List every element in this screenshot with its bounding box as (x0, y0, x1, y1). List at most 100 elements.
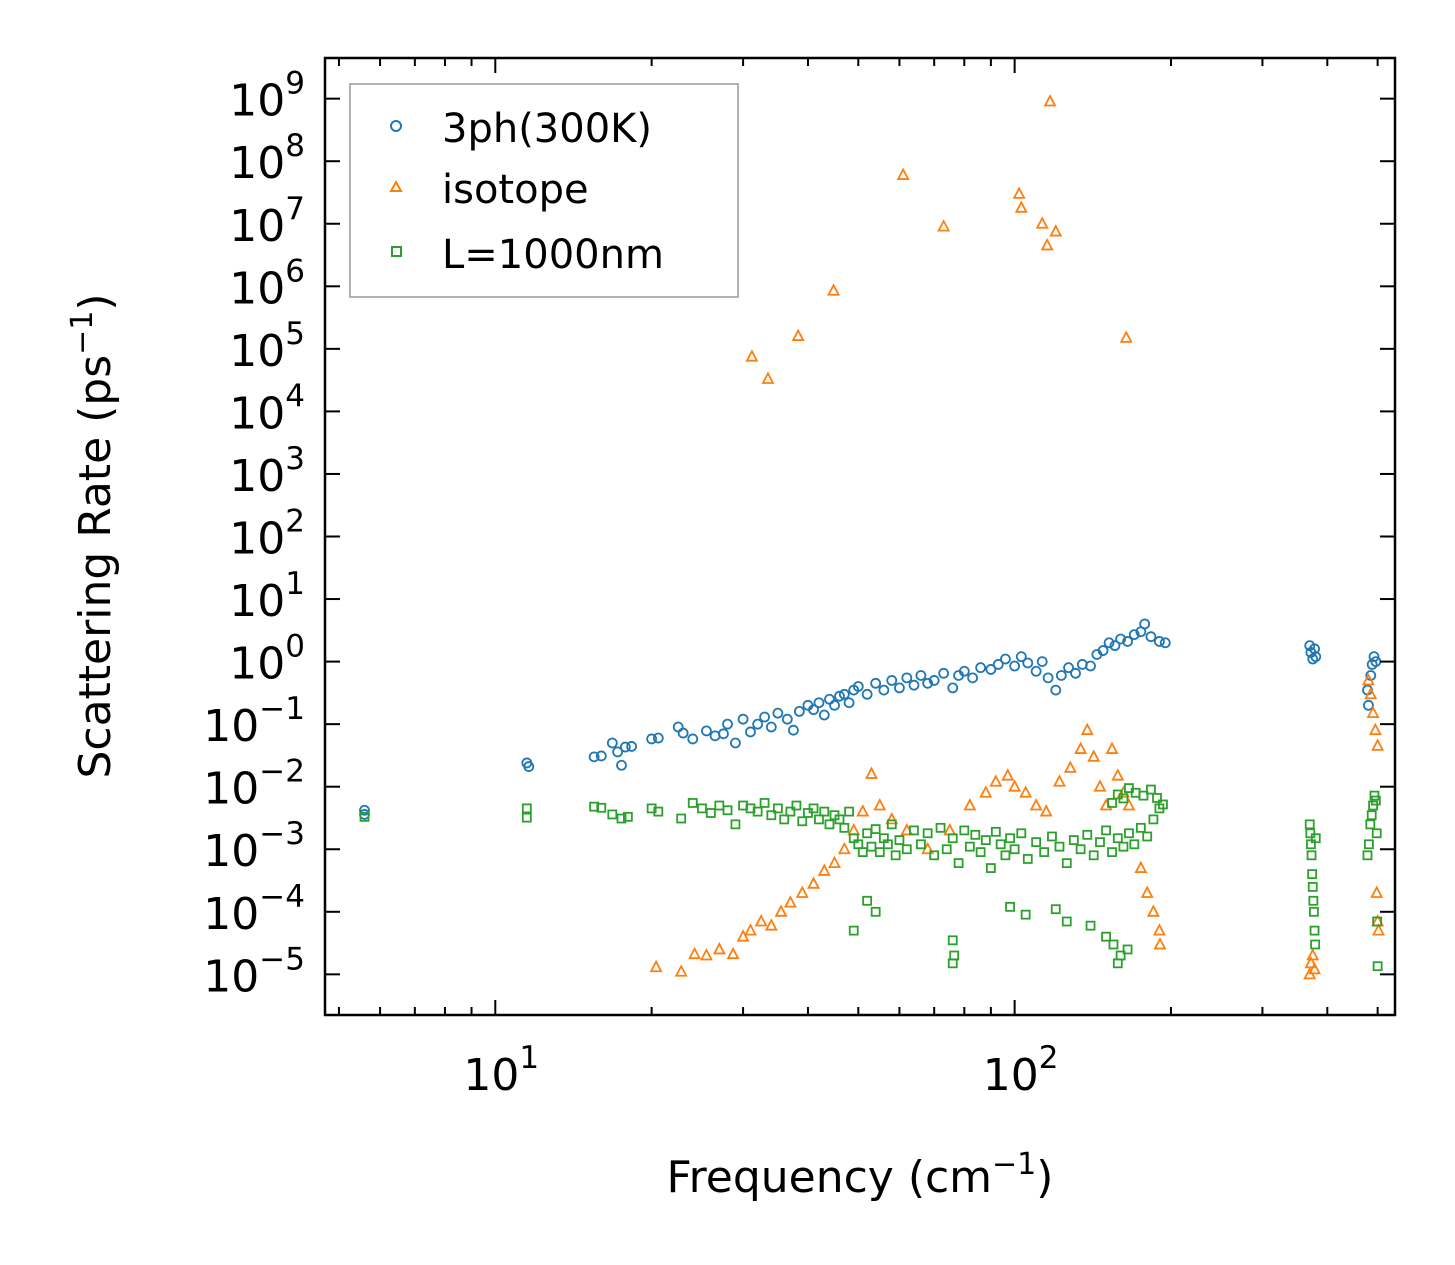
y-tick-label: 102 (229, 504, 305, 565)
data-point (626, 741, 637, 752)
data-point (1050, 684, 1062, 696)
data-point (916, 839, 926, 850)
data-point (1014, 200, 1028, 213)
y-tick-label: 104 (229, 378, 305, 439)
data-point (1082, 829, 1093, 840)
series-2 (359, 783, 1383, 972)
data-point (730, 737, 741, 749)
data-point (947, 935, 958, 946)
data-point (818, 709, 830, 721)
data-point (1146, 784, 1156, 795)
data-point (674, 964, 688, 977)
data-point (1134, 860, 1148, 873)
data-point (1022, 854, 1033, 864)
data-point (726, 946, 740, 960)
data-point (619, 741, 631, 753)
data-point (1005, 833, 1015, 844)
data-point (1309, 925, 1320, 936)
data-point (1153, 937, 1167, 950)
data-point (885, 811, 899, 825)
data-point (1128, 629, 1140, 641)
data-point (649, 959, 663, 973)
y-tick-label: 109 (229, 66, 305, 127)
data-point (1050, 904, 1061, 915)
data-point (722, 805, 733, 816)
data-point (1371, 828, 1382, 839)
data-point (788, 724, 799, 736)
data-point (606, 737, 618, 749)
y-tick-label: 10−5 (203, 941, 305, 1002)
data-point (677, 727, 689, 739)
data-point (834, 690, 845, 702)
data-point (521, 803, 532, 814)
data-point (1039, 804, 1053, 817)
y-tick-label: 106 (229, 253, 305, 314)
data-point (745, 349, 759, 362)
data-point (1366, 810, 1377, 821)
data-point (779, 814, 790, 825)
legend-label-isotope: isotope (442, 167, 589, 213)
data-point (1080, 722, 1094, 736)
data-point (772, 707, 784, 719)
data-point (1107, 847, 1117, 858)
data-point (1368, 722, 1382, 736)
data-point (596, 802, 607, 813)
data-point (795, 885, 809, 898)
data-point (705, 808, 716, 818)
y-tick-label: 105 (229, 316, 305, 377)
data-point (1154, 636, 1165, 647)
data-point (990, 826, 1001, 837)
data-point (928, 675, 940, 686)
data-point (947, 682, 959, 694)
data-point (783, 895, 797, 908)
data-point (1054, 841, 1065, 852)
data-point (1148, 814, 1159, 825)
data-point (359, 811, 370, 822)
tick-labels: 10910810710610510410310210110010−110−210… (203, 66, 1058, 1101)
data-point (953, 858, 964, 869)
data-point (938, 667, 950, 679)
data-point (737, 713, 749, 725)
y-tick-label: 101 (229, 566, 305, 627)
data-point (817, 863, 831, 876)
data-point (1307, 869, 1318, 880)
data-point (1145, 631, 1157, 643)
data-point (1103, 637, 1115, 649)
data-point (1075, 844, 1086, 855)
data-point (1307, 882, 1318, 892)
data-point (1306, 948, 1320, 961)
data-point (1122, 636, 1133, 647)
y-axis-label: Scattering Rate (ps−1) (65, 293, 121, 778)
data-point (980, 835, 991, 846)
data-point (1366, 705, 1380, 719)
data-point (975, 662, 987, 674)
data-point (947, 833, 958, 844)
data-point (1364, 686, 1378, 700)
data-point (1129, 839, 1140, 850)
data-point (759, 798, 770, 808)
data-point (718, 728, 729, 740)
data-point (730, 819, 741, 830)
data-point (1087, 749, 1101, 762)
data-point (1122, 944, 1133, 955)
data-point (1372, 923, 1386, 936)
data-point (1369, 790, 1380, 801)
data-point (1370, 795, 1381, 806)
data-point (791, 328, 805, 341)
data-point (979, 785, 993, 798)
data-point (915, 670, 927, 681)
data-point (837, 841, 851, 855)
data-point (743, 923, 757, 936)
x-tick-label: 101 (463, 1040, 539, 1101)
data-point (1124, 828, 1134, 839)
data-point (1063, 760, 1077, 773)
data-point (1022, 657, 1034, 669)
data-point (985, 664, 997, 675)
data-point (890, 850, 901, 861)
data-point (1000, 850, 1011, 861)
data-point (1139, 618, 1151, 630)
data-point (1008, 779, 1022, 792)
data-point (1109, 640, 1121, 652)
data-point (819, 806, 830, 817)
